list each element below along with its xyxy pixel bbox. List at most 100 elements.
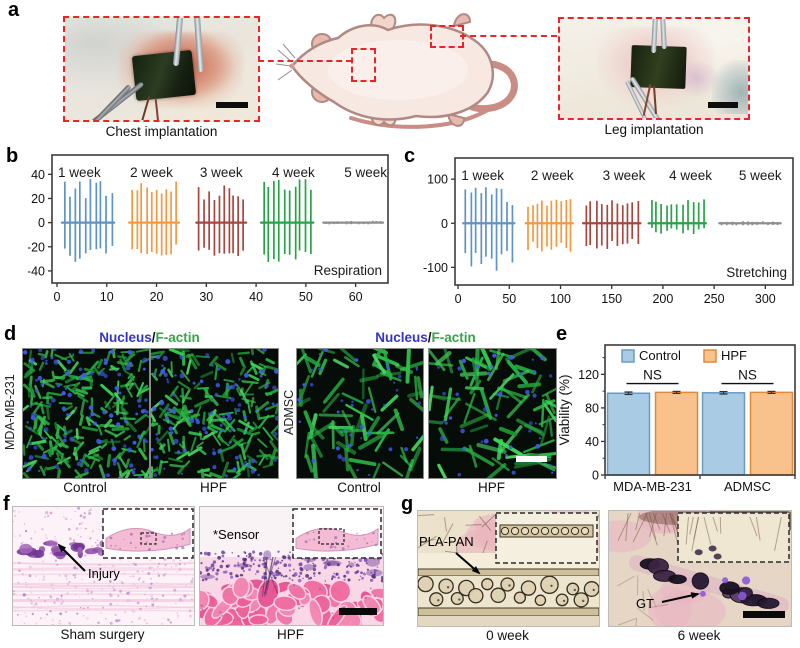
stretching-chart: 0 50 100 150 200 250 300 -100 0 100 1 week 2 week 3 … [423, 157, 794, 306]
stain-title-right: Nucleus/F-actin [296, 330, 555, 345]
image-caption: Control [337, 480, 381, 495]
image-caption: Control [63, 480, 107, 495]
svg-text:-100: -100 [423, 261, 448, 275]
fluorescence-image-mda-hpf [150, 348, 279, 479]
image-caption: 0 week [486, 628, 529, 643]
svg-text:-20: -20 [28, 240, 45, 254]
svg-text:NS: NS [738, 368, 757, 383]
cell-line-label-admsc: ADMSC [282, 389, 296, 436]
svg-text:3 week: 3 week [603, 168, 646, 183]
injury-annotation: Injury [88, 566, 120, 581]
svg-text:HPF: HPF [721, 348, 747, 363]
svg-text:0: 0 [54, 290, 61, 304]
nucleus-label: Nucleus [99, 330, 152, 345]
respiration-chart: 0 10 20 30 40 50 60 -40 -20 0 20 40 1 week 2 week 3 we… [28, 154, 389, 304]
svg-text:Stretching: Stretching [726, 265, 787, 280]
svg-text:Respiration: Respiration [314, 263, 382, 278]
svg-text:ADMSC: ADMSC [724, 479, 771, 494]
bone-section-0week [417, 510, 600, 627]
svg-text:0: 0 [592, 469, 599, 483]
svg-text:60: 60 [349, 290, 363, 304]
svg-text:4 week: 4 week [272, 165, 315, 180]
svg-text:Viability (%): Viability (%) [557, 374, 572, 445]
panel-label-c: c [404, 145, 416, 167]
svg-text:10: 10 [100, 290, 114, 304]
scale-bar [708, 102, 738, 108]
svg-text:20: 20 [31, 192, 45, 206]
svg-text:2 week: 2 week [130, 165, 173, 180]
svg-text:300: 300 [755, 292, 776, 306]
factin-label: F-actin [155, 330, 200, 345]
bone-section-6week [608, 510, 792, 627]
svg-text:250: 250 [704, 292, 725, 306]
svg-text:1 week: 1 week [58, 165, 101, 180]
svg-text:5 week: 5 week [739, 168, 782, 183]
svg-text:5 week: 5 week [344, 165, 387, 180]
image-caption: HPF [277, 627, 304, 642]
svg-text:150: 150 [601, 292, 622, 306]
scale-bar [216, 102, 248, 108]
chest-target-box [351, 48, 376, 82]
svg-text:40: 40 [31, 168, 45, 182]
image-caption: 6 week [677, 628, 721, 643]
panel-label-b: b [6, 145, 19, 167]
svg-text:100: 100 [427, 173, 448, 187]
svg-text:MDA-MB-231: MDA-MB-231 [613, 479, 692, 494]
svg-text:0: 0 [455, 292, 462, 306]
svg-text:0: 0 [441, 217, 448, 231]
svg-text:100: 100 [550, 292, 571, 306]
panel-label-g: g [401, 493, 414, 515]
cell-line-label-mda: MDA-MB-231 [3, 374, 17, 451]
slash-label: / [151, 330, 156, 345]
svg-text:-40: -40 [28, 264, 45, 278]
fluorescence-image-admsc-hpf [428, 348, 557, 479]
histology-image-hpf [199, 506, 384, 626]
svg-text:NS: NS [643, 368, 662, 383]
fluorescence-image-admsc-control [296, 348, 424, 479]
factin-label: F-actin [431, 330, 476, 345]
svg-text:2 week: 2 week [531, 168, 574, 183]
leg-connector-line [460, 35, 557, 37]
sensor-annotation: *Sensor [213, 527, 260, 542]
leg-photo-caption: Leg implantation [604, 122, 704, 137]
svg-text:50: 50 [502, 292, 516, 306]
svg-text:120: 120 [578, 368, 599, 382]
svg-text:80: 80 [585, 401, 599, 415]
svg-text:200: 200 [652, 292, 673, 306]
mouse-illustration [276, 13, 518, 129]
panel-label-a: a [8, 0, 20, 21]
viability-chart: 0 40 80 120 Viability (%) NS MDA-MB-231 NS ADMSC… [557, 344, 796, 494]
svg-text:40: 40 [249, 290, 263, 304]
panel-label-f: f [3, 493, 10, 515]
chest-implantation-photo [63, 16, 260, 122]
svg-text:0: 0 [38, 216, 45, 230]
image-caption: HPF [478, 480, 505, 495]
tweezers-prong-icon [659, 19, 667, 50]
svg-text:1 week: 1 week [461, 168, 504, 183]
implanted-sensor [132, 49, 197, 101]
svg-text:40: 40 [585, 435, 599, 449]
chest-photo-caption: Chest implantation [105, 124, 218, 139]
histology-image-sham [12, 506, 195, 626]
svg-text:3 week: 3 week [200, 165, 243, 180]
leg-implantation-photo [558, 17, 750, 120]
fluorescence-image-mda-control [22, 348, 150, 479]
pla-pan-annotation: PLA-PAN [419, 534, 474, 549]
chest-connector-line [258, 60, 352, 62]
leg-target-box [430, 25, 464, 48]
svg-text:50: 50 [299, 290, 313, 304]
svg-text:Control: Control [639, 348, 681, 363]
slash-label: / [427, 330, 432, 345]
stain-title-left: Nucleus/F-actin [22, 330, 277, 345]
svg-text:4 week: 4 week [669, 168, 712, 183]
gt-annotation: GT [636, 596, 655, 611]
implanted-sensor [630, 44, 688, 89]
svg-text:20: 20 [150, 290, 164, 304]
nucleus-label: Nucleus [375, 330, 428, 345]
panel-label-d: d [4, 323, 17, 345]
image-caption: HPF [200, 480, 227, 495]
image-caption: Sham surgery [60, 627, 145, 642]
svg-text:30: 30 [199, 290, 213, 304]
panel-label-e: e [556, 323, 568, 345]
